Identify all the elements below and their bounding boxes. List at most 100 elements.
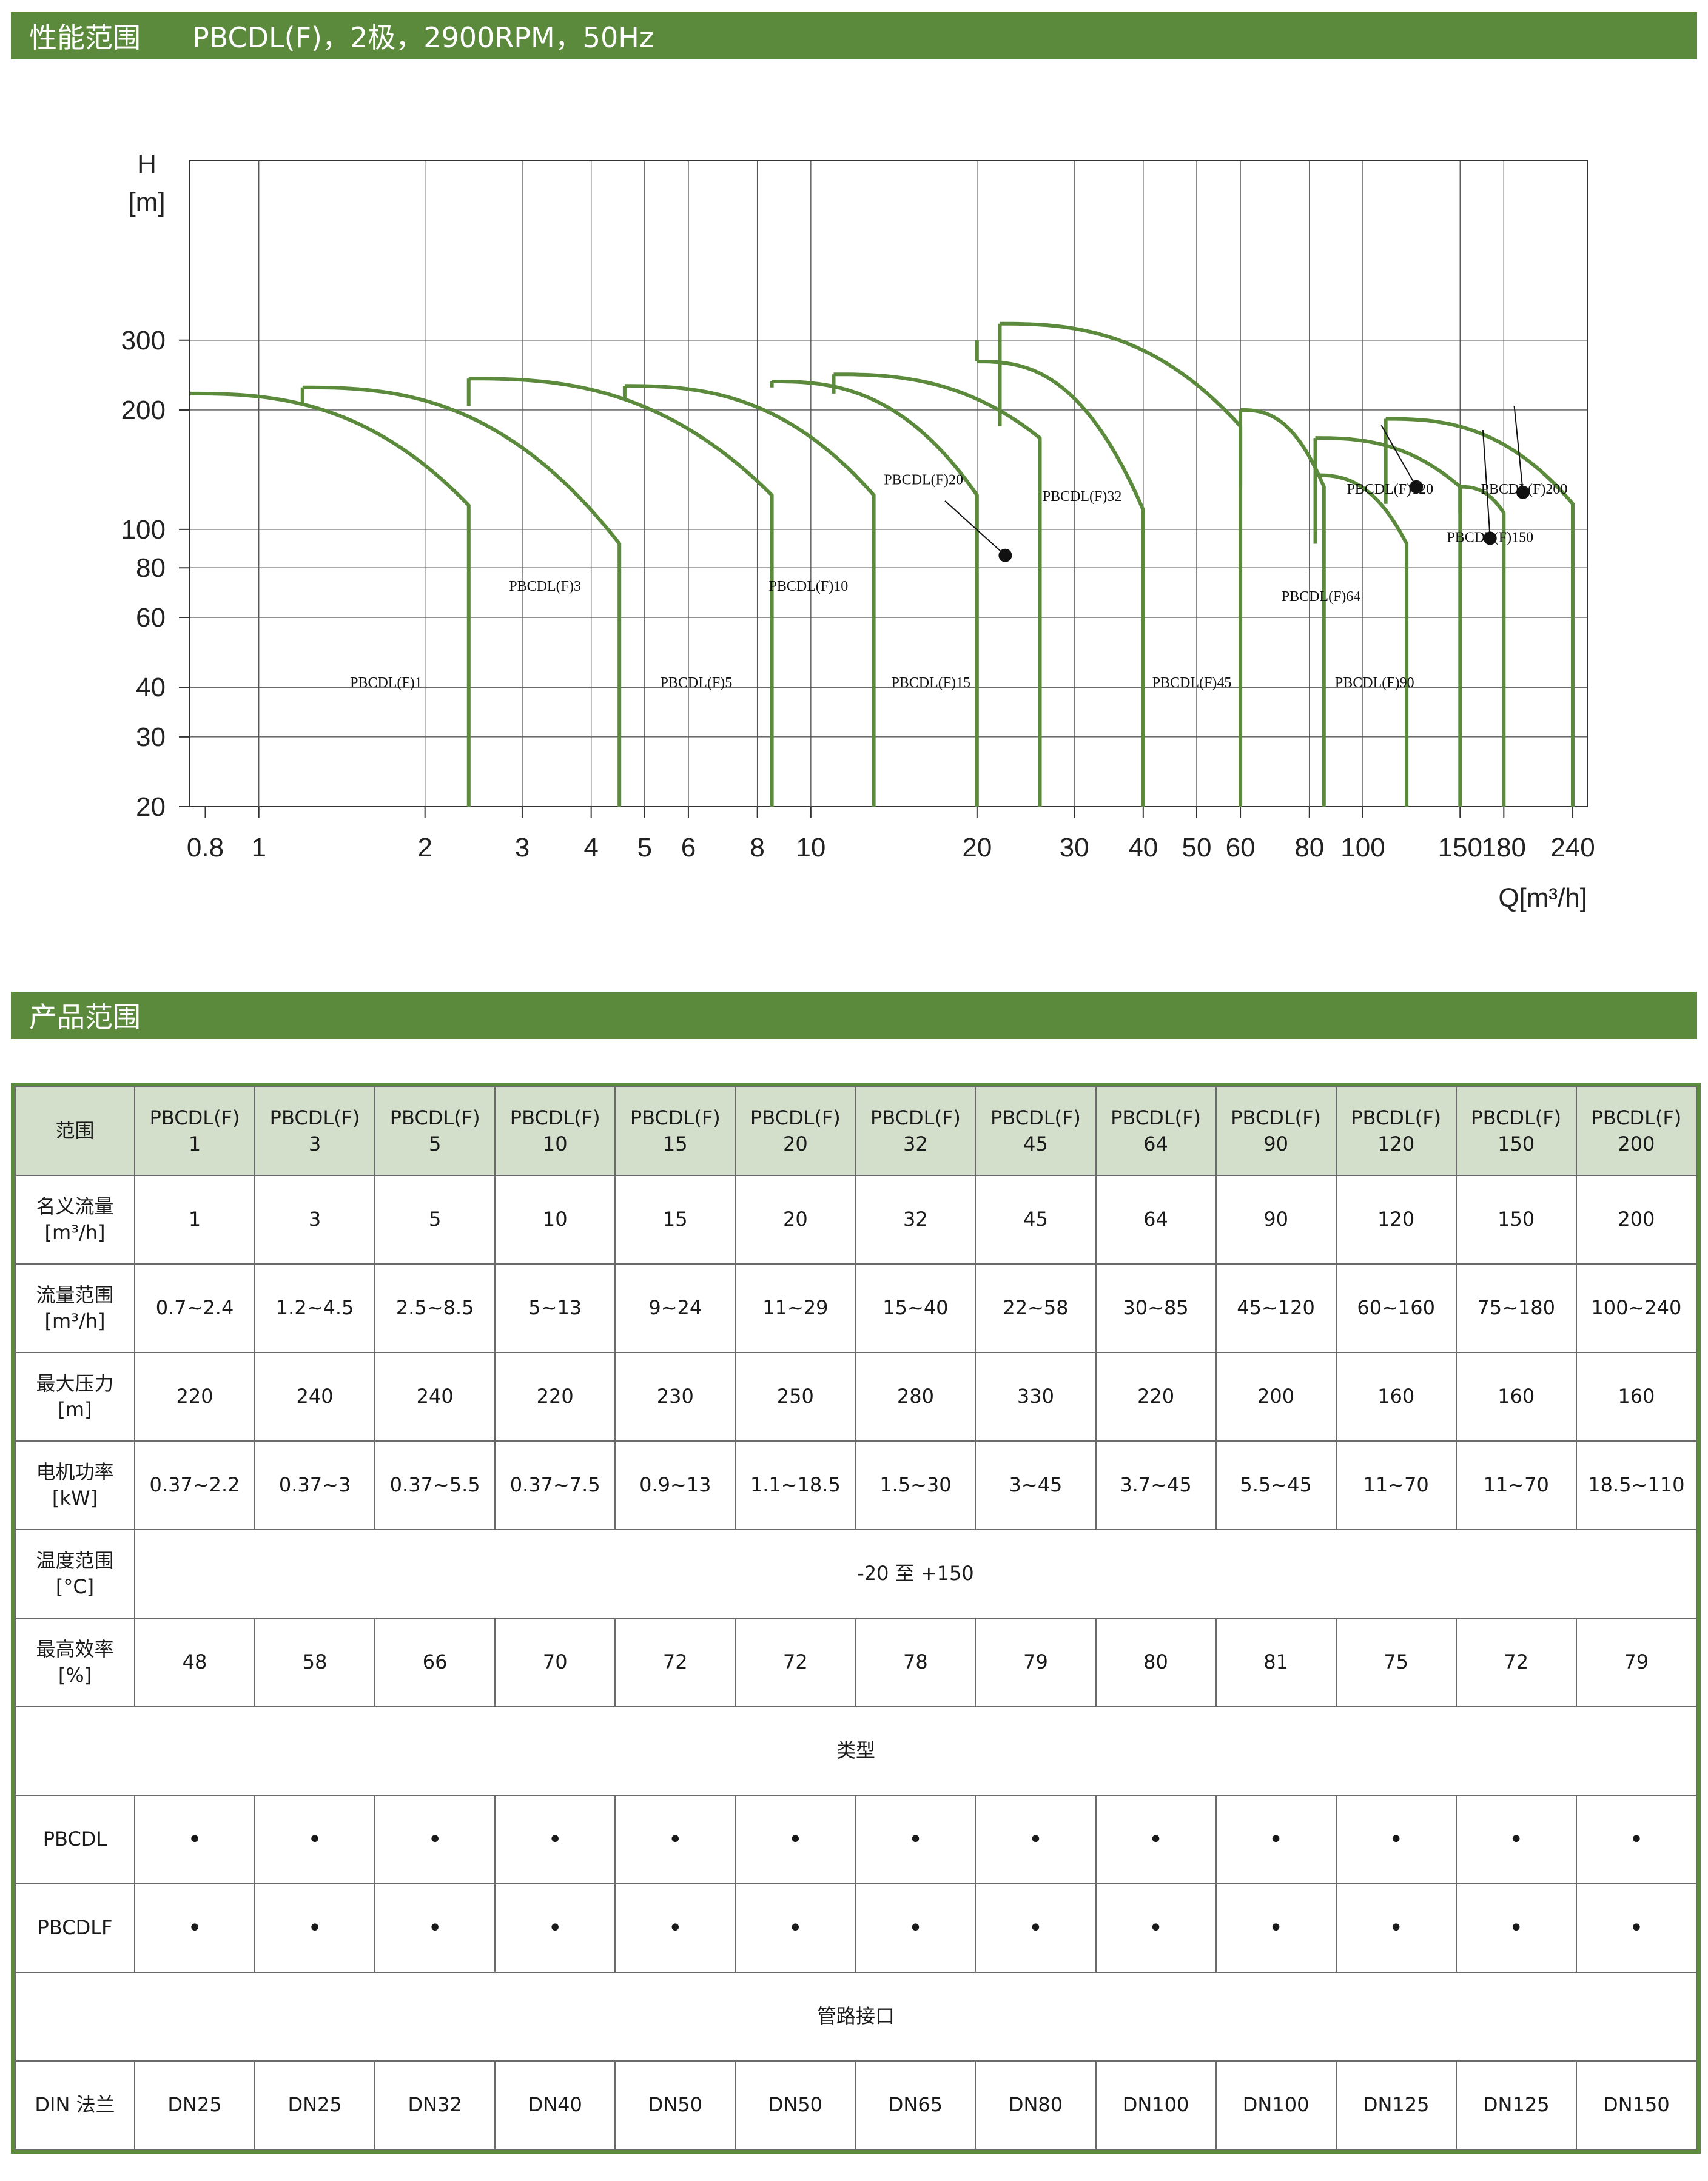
row-label: 最高效率 [%] [15,1618,135,1707]
model-header: PBCDL(F) 45 [975,1086,1097,1176]
row-label: DIN 法兰 [15,2060,135,2150]
availability-dot: • [254,1795,376,1884]
table-cell: 72 [614,1618,736,1707]
row-label-line1: 电机功率 [36,1460,114,1484]
table-cell: 72 [735,1618,856,1707]
model-header: PBCDL(F) 90 [1215,1086,1337,1176]
table-row: 最大压力 [m] 220 240 240 220 230 250 280 330 220 200 160… [15,1352,1698,1442]
table-cell: 1.5~30 [855,1440,977,1530]
label-leader [1482,430,1491,539]
x-tick-label: 180 [1482,833,1526,862]
availability-dot: • [614,1795,736,1884]
x-tick-label: 50 [1182,833,1212,862]
model-header: PBCDL(F) 150 [1455,1086,1577,1176]
table-cell: 9~24 [614,1263,736,1353]
x-tick-label: 30 [1060,833,1089,862]
availability-dot: • [1095,1883,1217,1973]
table-cell: 280 [855,1352,977,1442]
table-cell: 1 [133,1175,256,1265]
table-header-row: 范围 PBCDL(F) 1 PBCDL(F) 3 PBCDL(F) 5 PBCDL(F) 10 P… [15,1086,1698,1176]
table-cell: 45 [975,1175,1097,1265]
table-cell: 5~13 [494,1263,616,1353]
model-header-line1: PBCDL(F) [509,1106,600,1129]
table-cell: 79 [975,1618,1097,1707]
availability-dot: • [975,1883,1097,1973]
curve-PBCDL(F)20 [833,372,1042,807]
table-cell: 18.5~110 [1575,1440,1698,1530]
pipe-connection-heading: 管路接口 [15,1972,1697,2062]
model-header-line2: 15 [662,1132,688,1155]
table-cell: 3 [254,1175,376,1265]
x-tick-label: 80 [1294,833,1324,862]
model-header-line2: 3 [308,1132,321,1155]
pipe-heading-row: 管路接口 [15,1972,1697,2062]
section-subtitle: PBCDL(F)，2极，2900RPM，50Hz [192,21,654,54]
availability-dot: • [735,1883,856,1973]
plot-frame [189,160,1588,807]
table-cell: 11~70 [1455,1440,1577,1530]
y-axis-title: H [137,149,156,179]
curve-label: PBCDL(F)20 [884,472,963,488]
model-header-line1: PBCDL(F) [1231,1106,1322,1129]
table-cell: 160 [1335,1352,1457,1442]
availability-dot: • [1335,1883,1457,1973]
table-cell: 2.5~8.5 [374,1263,496,1353]
availability-dot: • [1215,1795,1337,1884]
x-tick-label: 3 [515,833,530,862]
table-row: 名义流量 [m³/h] 1 3 5 10 15 20 32 45 64 90 120 150 200 [15,1175,1698,1265]
table-cell: 0.37~2.2 [133,1440,256,1530]
table-cell: 30~85 [1095,1263,1217,1353]
table-cell: 150 [1455,1175,1577,1265]
model-header-line1: PBCDL(F) [1351,1106,1442,1129]
availability-dot: • [1455,1795,1577,1884]
model-header: PBCDL(F) 15 [614,1086,736,1176]
model-header: PBCDL(F) 10 [494,1086,616,1176]
model-header: PBCDL(F) 64 [1095,1086,1217,1176]
availability-dot: • [494,1883,616,1973]
curve-PBCDL(F)10 [624,384,876,807]
table-cell: 79 [1575,1618,1698,1707]
table-cell: 1.2~4.5 [254,1263,376,1353]
header-range-label: 范围 [15,1086,135,1176]
temperature-row: 温度范围 [°C] -20 至 +150 [15,1529,1697,1619]
curve-PBCDL(F)1 [190,391,471,807]
curve-PBCDL(F)64 [1240,408,1326,807]
label-leader [1380,425,1417,488]
row-label-line1: 名义流量 [36,1194,114,1218]
table-cell: 160 [1575,1352,1698,1442]
curve-label: PBCDL(F)64 [1282,589,1361,605]
table-cell: DN100 [1215,2060,1337,2150]
curve-label: PBCDL(F)32 [1043,489,1122,505]
availability-dot: • [1335,1795,1457,1884]
model-header-line1: PBCDL(F) [1471,1106,1562,1129]
efficiency-row: 最高效率 [%] 48 58 66 70 72 72 78 79 80 81 75 72 79 [15,1618,1698,1707]
curve-label: PBCDL(F)3 [509,579,581,594]
model-header-line1: PBCDL(F) [630,1106,721,1129]
curve-label: PBCDL(F)45 [1152,675,1232,691]
model-header-line2: 200 [1618,1132,1655,1155]
x-tick-label: 5 [637,833,652,862]
table-cell: 330 [975,1352,1097,1442]
table-cell: DN125 [1455,2060,1577,2150]
table-cell: 220 [133,1352,256,1442]
model-header: PBCDL(F) 1 [133,1086,256,1176]
model-header-line2: 150 [1498,1132,1535,1155]
table-cell: 45~120 [1215,1263,1337,1353]
x-tick-label: 2 [417,833,432,862]
table-cell: 15~40 [855,1263,977,1353]
row-label: PBCDL [15,1795,135,1884]
table-cell: 70 [494,1618,616,1707]
row-label-line2: [kW] [52,1487,98,1510]
table-cell: 0.37~7.5 [494,1440,616,1530]
availability-dot: • [374,1795,496,1884]
type-heading-row: 类型 [15,1706,1697,1796]
table-cell: 15 [614,1175,736,1265]
row-label-line2: [m³/h] [44,1221,106,1244]
availability-dot: • [855,1883,977,1973]
table-cell: 60~160 [1335,1263,1457,1353]
availability-dot: • [254,1883,376,1973]
y-tick-label: 20 [136,792,166,822]
availability-dot: • [494,1795,616,1884]
table-cell: 10 [494,1175,616,1265]
